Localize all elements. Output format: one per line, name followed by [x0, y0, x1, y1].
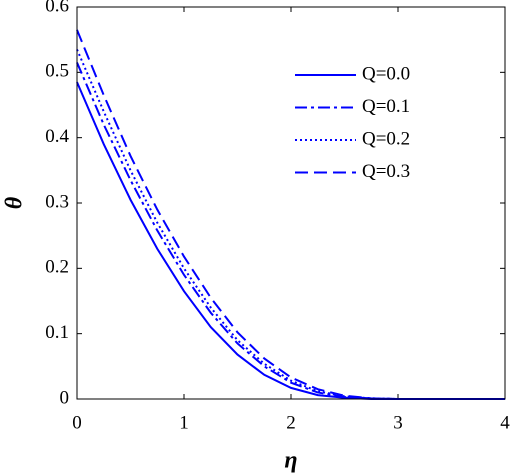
x-tick-label: 0 — [72, 412, 82, 433]
x-tick-label: 2 — [286, 412, 296, 433]
y-axis-label: θ — [2, 196, 28, 209]
y-tick-label: 0 — [60, 387, 70, 408]
x-tick-label: 3 — [393, 412, 403, 433]
y-tick-label: 0.5 — [45, 61, 69, 82]
data-line — [76, 62, 505, 400]
y-tick-label: 0.2 — [45, 257, 69, 278]
legend-label: Q=0.0 — [362, 63, 410, 84]
legend-label: Q=0.1 — [362, 96, 410, 117]
x-tick-label: 4 — [500, 412, 510, 433]
y-tick-label: 0.3 — [45, 191, 69, 212]
x-tick-label: 1 — [179, 412, 189, 433]
data-line — [76, 49, 505, 400]
y-tick-label: 0.1 — [45, 322, 69, 343]
x-axis-label: η — [284, 448, 297, 474]
plot-frame — [76, 6, 506, 400]
legend-label: Q=0.2 — [362, 128, 410, 149]
y-tick-label: 0.4 — [45, 126, 69, 147]
data-line — [76, 81, 505, 400]
legend-label: Q=0.3 — [362, 161, 410, 182]
y-tick-label: 0.6 — [45, 0, 69, 16]
data-line — [76, 29, 505, 400]
